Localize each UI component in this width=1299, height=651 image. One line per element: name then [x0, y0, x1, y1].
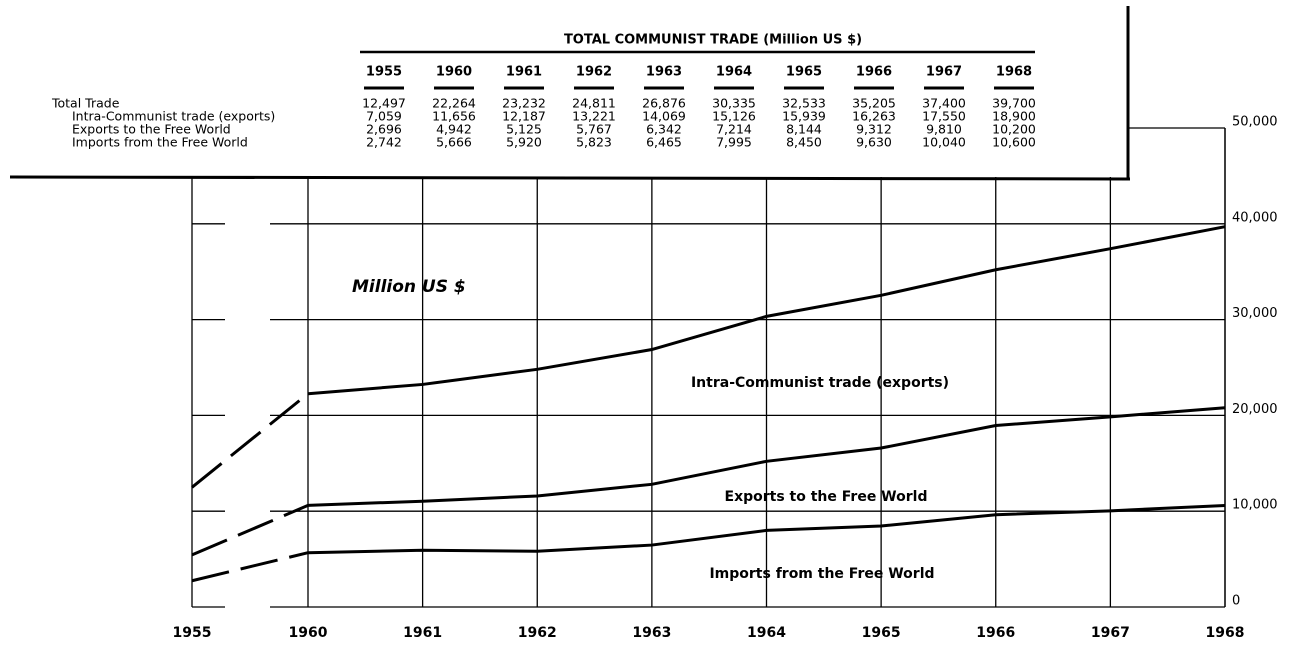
table-cell: 14,069: [642, 109, 686, 124]
table-cell: 11,656: [432, 109, 476, 124]
table-cell: 12,497: [362, 96, 406, 111]
table-year: 1955: [366, 65, 402, 80]
series-label: Imports from the Free World: [709, 566, 934, 582]
table-cell: 37,400: [922, 96, 966, 111]
table-cell: 9,630: [856, 135, 892, 150]
table-year: 1961: [506, 65, 542, 80]
line: [307, 406, 1226, 507]
row-label: Intra-Communist trade (exports): [72, 109, 275, 124]
y-tick-label: 40,000: [1232, 210, 1278, 225]
y-tick-label: 50,000: [1232, 115, 1278, 130]
table-border: [9, 175, 1131, 181]
table-cell: 5,920: [506, 135, 542, 150]
table-cell: 8,144: [786, 122, 822, 137]
table-cell: 8,450: [786, 135, 822, 150]
table-cell: 2,696: [366, 122, 402, 137]
x-tick-label: 1966: [976, 625, 1015, 641]
table-year: 1965: [786, 65, 822, 80]
table-year: 1963: [646, 65, 682, 80]
table-year: 1968: [996, 65, 1032, 80]
table-cell: 5,125: [506, 122, 542, 137]
table-cell: 39,700: [992, 96, 1036, 111]
table-cell: 9,810: [926, 122, 962, 137]
table-cell: 4,942: [436, 122, 472, 137]
line-break-segment: [191, 503, 309, 557]
table-year: 1962: [576, 65, 612, 80]
x-tick-label: 1964: [747, 625, 786, 641]
x-tick-label: 1967: [1091, 625, 1130, 641]
table-cell: 22,264: [432, 96, 476, 111]
y-tick-label: 10,000: [1232, 498, 1278, 513]
table-cell: 7,214: [716, 122, 752, 137]
table-cell: 24,811: [572, 96, 616, 111]
table-cell: 10,600: [992, 135, 1036, 150]
table-cell: 7,995: [716, 135, 752, 150]
table-cell: 17,550: [922, 109, 966, 124]
table-cell: 2,742: [366, 135, 402, 150]
table-cell: 10,200: [992, 122, 1036, 137]
table-cell: 23,232: [502, 96, 546, 111]
series-label: Exports to the Free World: [725, 489, 928, 505]
table-cell: 7,059: [366, 109, 402, 124]
table-cell: 32,533: [782, 96, 826, 111]
x-tick-label: 1955: [173, 625, 212, 641]
line: [307, 503, 1226, 555]
x-tick-label: 1961: [403, 625, 442, 641]
table-year: 1960: [436, 65, 472, 80]
x-tick-label: 1963: [632, 625, 671, 641]
y-tick-label: 30,000: [1232, 306, 1278, 321]
table-title: TOTAL COMMUNIST TRADE (Million US $): [564, 33, 862, 48]
x-tick-label: 1962: [518, 625, 557, 641]
row-label: Imports from the Free World: [72, 135, 248, 150]
table-cell: 12,187: [502, 109, 546, 124]
table-year: 1964: [716, 65, 752, 80]
table-cell: 18,900: [992, 109, 1036, 124]
table-cell: 15,939: [782, 109, 826, 124]
table-cell: 26,876: [642, 96, 686, 111]
table-cell: 35,205: [852, 96, 896, 111]
table-cell: 5,823: [576, 135, 612, 150]
table-cell: 16,263: [852, 109, 896, 124]
line-break-segment: [191, 551, 309, 583]
y-tick-label: 20,000: [1232, 402, 1278, 417]
table-year: 1966: [856, 65, 892, 80]
table-cell: 13,221: [572, 109, 616, 124]
x-tick-label: 1968: [1206, 625, 1245, 641]
x-tick-label: 1965: [862, 625, 901, 641]
y-tick-label: 0: [1232, 594, 1240, 609]
annotation: Million US $: [352, 277, 466, 297]
series-label: Intra-Communist trade (exports): [691, 375, 949, 391]
table-cell: 9,312: [856, 122, 892, 137]
table-cell: 30,335: [712, 96, 756, 111]
line-break-segment: [191, 392, 309, 489]
table-cell: 15,126: [712, 109, 756, 124]
table-cell: 6,342: [646, 122, 682, 137]
line: [307, 225, 1226, 396]
row-label: Exports to the Free World: [72, 122, 231, 137]
table-cell: 10,040: [922, 135, 966, 150]
x-tick-label: 1960: [289, 625, 328, 641]
table-year: 1967: [926, 65, 962, 80]
table-cell: 5,666: [436, 135, 472, 150]
row-label: Total Trade: [51, 96, 120, 111]
table-cell: 5,767: [576, 122, 612, 137]
table-cell: 6,465: [646, 135, 682, 150]
